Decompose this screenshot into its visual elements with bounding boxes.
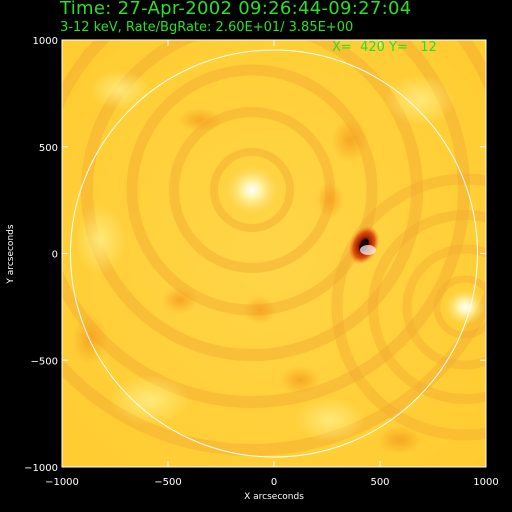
x-tick-label: 500 <box>370 477 389 488</box>
mottle-pattern <box>72 70 455 454</box>
y-tick-label: −1000 <box>24 463 58 474</box>
time-title: Time: 27-Apr-2002 09:26:44-09:27:04 <box>60 0 412 19</box>
image-area[interactable] <box>0 0 512 467</box>
y-tick-label: −500 <box>31 356 58 367</box>
y-axis-label: Y arcseconds <box>6 224 16 284</box>
cursor-coordinate-readout: X= 420 Y= 12 <box>332 40 437 55</box>
ring-pattern-b <box>331 173 486 441</box>
solar-limb-circle <box>69 49 479 458</box>
x-tick-label: −500 <box>154 477 181 488</box>
hot-source-a <box>226 166 278 214</box>
energy-rate-subtitle: 3-12 keV, Rate/BgRate: 2.60E+01/ 3.85E+0… <box>60 20 354 35</box>
x-tick-label: 0 <box>271 477 277 488</box>
x-tick-label: 1000 <box>473 477 498 488</box>
dark-source-highlight <box>360 245 376 255</box>
x-axis-label: X arcseconds <box>244 492 304 502</box>
y-tick-label: 1000 <box>33 36 58 47</box>
x-axis: −1000 −500 0 500 1000 <box>45 40 499 488</box>
x-tick-label: −1000 <box>45 477 79 488</box>
y-tick-label: 0 <box>52 250 58 261</box>
hot-source-b <box>445 289 485 325</box>
y-tick-label: 500 <box>39 143 58 154</box>
y-axis: 1000 500 0 −500 −1000 <box>24 36 486 474</box>
